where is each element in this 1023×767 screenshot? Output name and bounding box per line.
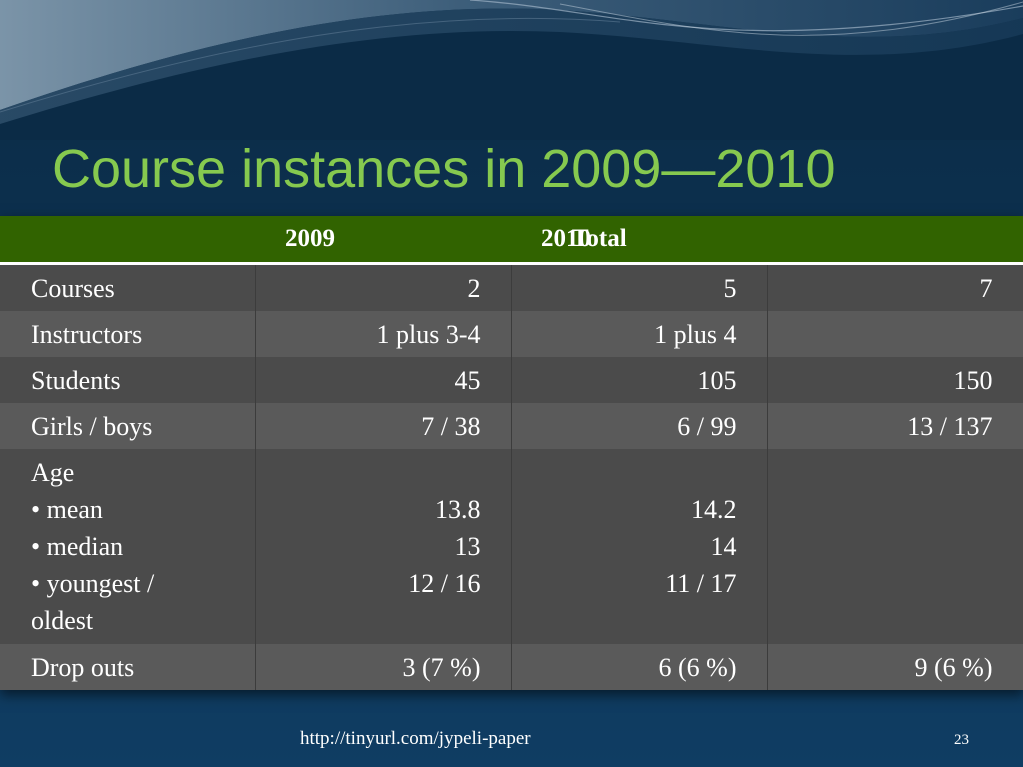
- cell-2010: 105: [511, 357, 768, 403]
- cell-total: 9 (6 %): [767, 644, 1023, 690]
- cell-2010: 1 plus 4: [511, 311, 768, 357]
- age-2009-median: 13: [454, 532, 481, 561]
- age-youngest-oldest-label: • youngest /: [31, 569, 155, 598]
- row-label: Students: [0, 357, 256, 403]
- cell-2010: 6 (6 %): [511, 644, 768, 690]
- age-2009-mean: 13.8: [435, 495, 481, 524]
- cell-total: 7: [767, 263, 1023, 311]
- table-row-courses: Courses 2 5 7: [0, 263, 1023, 311]
- header-2010: 2010: [511, 216, 767, 265]
- cell-2009-age: 13.8 13 12 / 16: [255, 449, 512, 644]
- age-2010-mean: 14.2: [691, 495, 737, 524]
- age-2010-median: 14: [710, 532, 737, 561]
- age-2009-youngest-oldest: 12 / 16: [408, 569, 481, 598]
- header-empty: [0, 216, 255, 265]
- footer-url-text: http://tinyurl.com/jypeli-paper: [300, 728, 531, 749]
- cell-2009: 45: [255, 357, 512, 403]
- cell-total: 150: [767, 357, 1023, 403]
- age-mean-label: • mean: [31, 495, 103, 524]
- table-header-row: 2009 2010 Total: [0, 216, 1023, 265]
- row-label: Instructors: [0, 311, 256, 357]
- header-2009: 2009: [255, 216, 511, 265]
- table-row-students: Students 45 105 150: [0, 357, 1023, 403]
- age-2009-blank: [286, 454, 481, 491]
- table-row-drop-outs: Drop outs 3 (7 %) 6 (6 %) 9 (6 %): [0, 644, 1023, 690]
- row-label-age: Age • mean • median • youngest / oldest: [0, 449, 256, 644]
- age-2010-blank: [542, 454, 737, 491]
- cell-total: [767, 311, 1023, 357]
- cell-2009: 3 (7 %): [255, 644, 512, 690]
- cell-total: 13 / 137: [767, 403, 1023, 449]
- cell-2010: 5: [511, 263, 768, 311]
- header-total: Total: [572, 216, 1023, 265]
- cell-2010: 6 / 99: [511, 403, 768, 449]
- cell-total-age: [767, 449, 1023, 644]
- table-row-instructors: Instructors 1 plus 3-4 1 plus 4: [0, 311, 1023, 357]
- course-instances-table: 2009 2010 Total Courses 2 5 7 Instructor…: [0, 216, 1023, 690]
- age-label: Age: [31, 458, 75, 487]
- row-label: Drop outs: [0, 644, 256, 690]
- slide-title: Course instances in 2009—2010: [52, 139, 836, 199]
- slide-number: 23: [954, 732, 969, 748]
- age-median-label: • median: [31, 532, 124, 561]
- age-2010-youngest-oldest: 11 / 17: [665, 569, 737, 598]
- header-swoosh-decoration: [0, 0, 1023, 140]
- cell-2009: 7 / 38: [255, 403, 512, 449]
- row-label: Girls / boys: [0, 403, 256, 449]
- table-row-age: Age • mean • median • youngest / oldest …: [0, 449, 1023, 644]
- row-label: Courses: [0, 263, 256, 311]
- table-row-girls-boys: Girls / boys 7 / 38 6 / 99 13 / 137: [0, 403, 1023, 449]
- cell-2010-age: 14.2 14 11 / 17: [511, 449, 768, 644]
- cell-2009: 1 plus 3-4: [255, 311, 512, 357]
- cell-2009: 2: [255, 263, 512, 311]
- age-oldest-label: oldest: [31, 606, 94, 635]
